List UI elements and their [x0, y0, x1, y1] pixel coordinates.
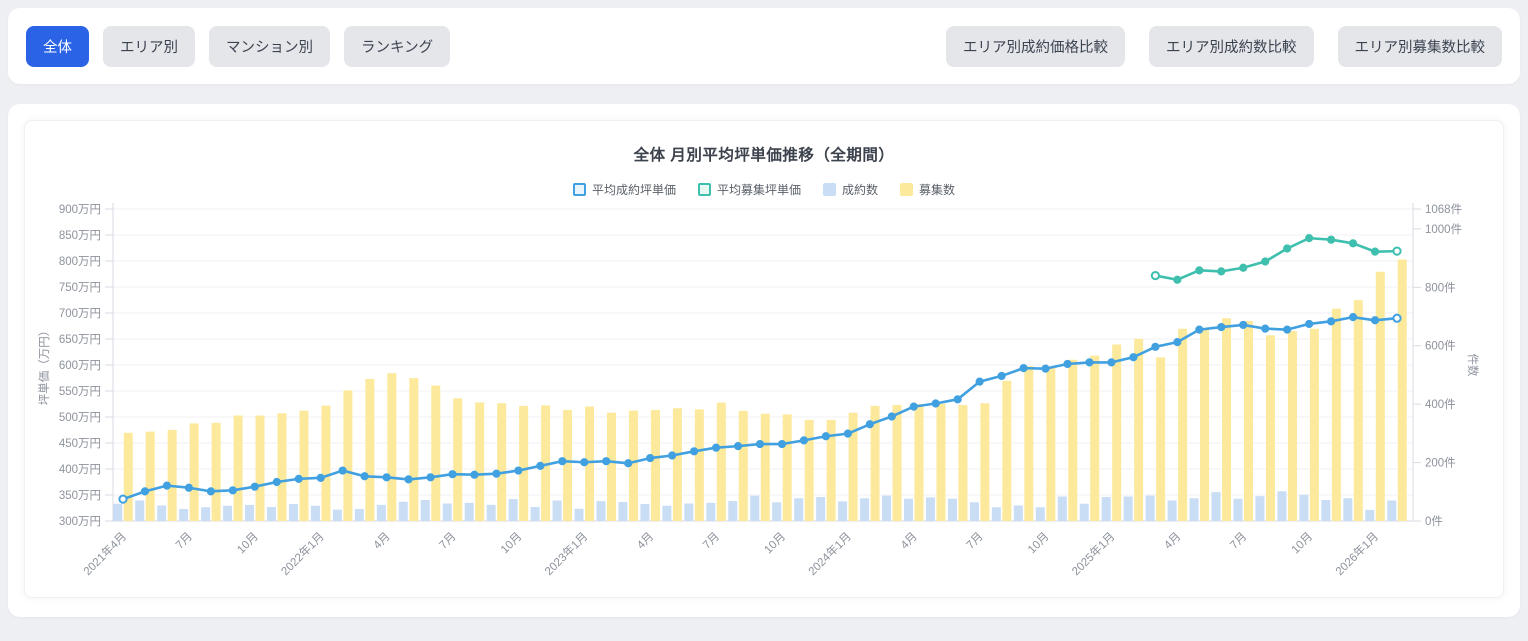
- trend-chart[interactable]: 300万円 350万円 400万円 450万円 500万円 550万円 600万円 650万円…: [25, 197, 1503, 589]
- legend-label: 平均成約坪単価: [591, 182, 676, 197]
- compare-deals-button[interactable]: エリア別成約数比較: [1149, 25, 1314, 67]
- svg-text:550万円: 550万円: [59, 386, 101, 398]
- svg-text:2024年1月: 2024年1月: [805, 529, 854, 578]
- svg-text:7月: 7月: [701, 531, 722, 552]
- line-series-swatch-icon: [572, 182, 586, 196]
- compare-button-group: エリア別成約価格比較 エリア別成約数比較 エリア別募集数比較: [946, 25, 1502, 67]
- svg-text:400件: 400件: [1425, 397, 1456, 411]
- svg-text:500万円: 500万円: [59, 412, 101, 424]
- svg-text:4月: 4月: [372, 531, 393, 552]
- svg-text:400万円: 400万円: [59, 464, 101, 476]
- legend-label: 平均募集坪単価: [716, 182, 801, 197]
- svg-text:350万円: 350万円: [59, 490, 101, 502]
- svg-text:0件: 0件: [1425, 514, 1443, 528]
- svg-text:4月: 4月: [899, 531, 920, 552]
- svg-text:750万円: 750万円: [59, 282, 101, 294]
- legend-item[interactable]: 募集数: [900, 181, 955, 198]
- svg-text:850万円: 850万円: [59, 230, 101, 242]
- svg-text:600万円: 600万円: [59, 360, 101, 372]
- legend-label: 成約数: [842, 182, 879, 197]
- compare-listings-button[interactable]: エリア別募集数比較: [1337, 25, 1502, 67]
- top-toolbar: 全体 エリア別 マンション別 ランキング エリア別成約価格比較 エリア別成約数比…: [8, 8, 1520, 84]
- svg-text:10月: 10月: [1026, 531, 1052, 557]
- svg-text:4月: 4月: [635, 531, 656, 552]
- svg-text:2022年1月: 2022年1月: [278, 529, 327, 578]
- line-series-swatch-icon: [697, 182, 711, 196]
- legend-item[interactable]: 平均成約坪単価: [572, 181, 676, 198]
- svg-text:450万円: 450万円: [59, 438, 101, 450]
- tab-ranking[interactable]: ランキング: [344, 25, 451, 67]
- svg-text:300万円: 300万円: [59, 516, 101, 528]
- svg-text:700万円: 700万円: [59, 308, 101, 320]
- svg-text:10月: 10月: [499, 531, 525, 557]
- svg-text:800件: 800件: [1425, 280, 1456, 294]
- bar-series-swatch-icon: [900, 182, 914, 196]
- svg-text:7月: 7月: [174, 531, 195, 552]
- svg-text:2025年1月: 2025年1月: [1069, 529, 1118, 578]
- svg-text:10月: 10月: [1290, 531, 1316, 557]
- svg-text:900万円: 900万円: [59, 204, 101, 216]
- tab-area-betsu[interactable]: エリア別: [103, 25, 195, 67]
- svg-text:1068件: 1068件: [1425, 202, 1462, 216]
- view-tab-group: 全体 エリア別 マンション別 ランキング: [26, 25, 451, 67]
- svg-text:10月: 10月: [235, 531, 261, 557]
- svg-text:600件: 600件: [1425, 339, 1456, 353]
- legend-item[interactable]: 平均募集坪単価: [697, 181, 801, 198]
- tab-zentai[interactable]: 全体: [26, 25, 89, 67]
- svg-text:7月: 7月: [1228, 531, 1249, 552]
- y-left-axis-name: 坪単価（万円）: [37, 325, 51, 406]
- svg-text:10月: 10月: [762, 531, 788, 557]
- svg-text:7月: 7月: [437, 531, 458, 552]
- svg-text:2023年1月: 2023年1月: [542, 529, 591, 578]
- y-right-axis-name: 件数: [1466, 354, 1480, 377]
- svg-text:4月: 4月: [1162, 531, 1183, 552]
- chart-card: 全体 月別平均坪単価推移（全期間） 平均成約坪単価 平均募集坪単価 成約数 募集数 3…: [8, 104, 1520, 617]
- bar-series-swatch-icon: [823, 182, 836, 196]
- svg-text:800万円: 800万円: [59, 256, 101, 268]
- chart-legend: 平均成約坪単価 平均募集坪単価 成約数 募集数: [25, 181, 1503, 197]
- svg-text:1000件: 1000件: [1425, 222, 1462, 236]
- svg-text:2021年4月: 2021年4月: [80, 529, 129, 578]
- chart-panel: 全体 月別平均坪単価推移（全期間） 平均成約坪単価 平均募集坪単価 成約数 募集数 3…: [24, 120, 1504, 598]
- svg-text:200件: 200件: [1425, 456, 1456, 470]
- legend-item[interactable]: 成約数: [823, 181, 878, 198]
- compare-price-button[interactable]: エリア別成約価格比較: [946, 25, 1125, 67]
- chart-title: 全体 月別平均坪単価推移（全期間）: [633, 147, 895, 164]
- svg-text:650万円: 650万円: [59, 334, 101, 346]
- tab-mansion-betsu[interactable]: マンション別: [209, 25, 330, 67]
- svg-text:2026年1月: 2026年1月: [1332, 529, 1381, 578]
- svg-text:7月: 7月: [965, 531, 986, 552]
- legend-label: 募集数: [919, 182, 956, 197]
